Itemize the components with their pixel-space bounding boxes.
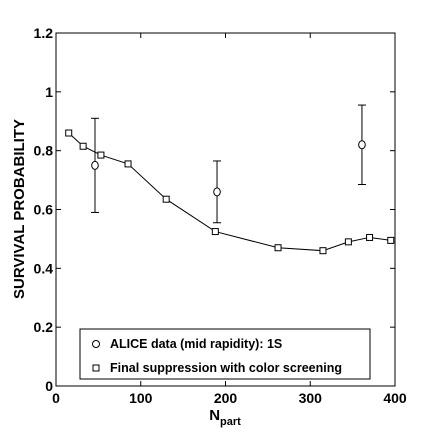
suppression-point <box>274 244 282 252</box>
suppression-point <box>124 160 132 168</box>
suppression-point <box>97 151 105 159</box>
legend-label-alice: ALICE data (mid rapidity): 1S <box>110 337 282 351</box>
suppression-line <box>68 132 391 252</box>
y-tick-label: 0.8 <box>34 143 54 159</box>
suppression-point <box>319 247 327 255</box>
y-tick-label: 1.2 <box>34 25 54 41</box>
x-tick-label: 400 <box>383 390 407 406</box>
suppression-point <box>162 195 170 203</box>
legend-label-suppression: Final suppression with color screening <box>110 361 342 375</box>
x-axis-title-main: N <box>209 407 220 424</box>
axis-ticks: 0 100 200 300 400 0 0.2 0.4 0.6 0.8 1 1.2 <box>34 25 407 406</box>
x-axis-title: Npart <box>209 407 241 428</box>
x-tick-label: 200 <box>214 390 238 406</box>
x-tick-label: 100 <box>129 390 153 406</box>
y-tick-label: 1 <box>45 84 53 100</box>
alice-point <box>91 160 99 170</box>
x-axis-title-sub: part <box>220 416 241 428</box>
suppression-point <box>387 236 395 244</box>
y-tick-label: 0.6 <box>34 202 54 218</box>
suppression-point <box>344 238 352 246</box>
legend-marker-suppression <box>92 364 100 372</box>
series-layer <box>65 104 395 255</box>
legend-marker-alice <box>92 340 100 348</box>
suppression-point <box>211 228 219 236</box>
x-tick-label: 0 <box>52 390 60 406</box>
alice-point <box>213 187 221 197</box>
suppression-point <box>65 129 73 137</box>
y-tick-label: 0.2 <box>34 319 54 335</box>
y-tick-label: 0 <box>45 378 53 394</box>
suppression-point <box>366 233 374 241</box>
legend: ALICE data (mid rapidity): 1S Final supp… <box>79 328 371 380</box>
svg-text:Npart: Npart <box>209 407 241 428</box>
y-axis-title: SURVIVAL PROBABILITY <box>11 119 28 299</box>
x-tick-label: 300 <box>299 390 323 406</box>
legend-box <box>79 328 371 380</box>
y-tick-label: 0.4 <box>34 260 54 276</box>
suppression-point <box>79 142 87 150</box>
alice-point <box>358 140 366 150</box>
